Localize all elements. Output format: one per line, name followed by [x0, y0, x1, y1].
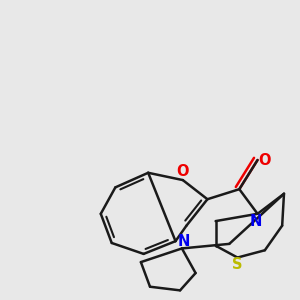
Text: O: O: [258, 152, 270, 167]
Text: S: S: [232, 257, 243, 272]
Text: N: N: [250, 214, 262, 229]
Text: N: N: [177, 233, 190, 248]
Text: O: O: [177, 164, 189, 179]
